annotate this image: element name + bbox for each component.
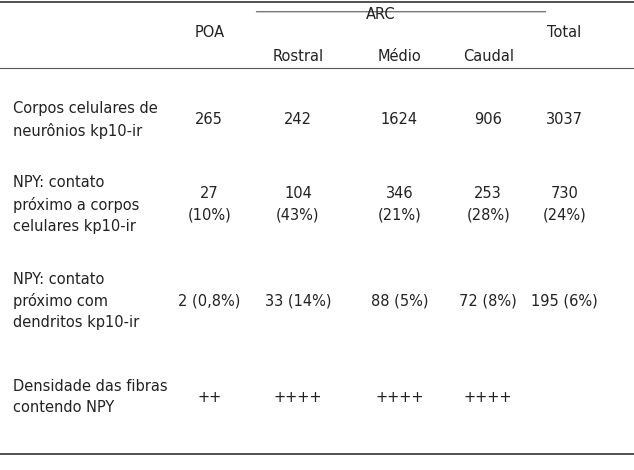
Text: 72 (8%): 72 (8%) xyxy=(459,293,517,308)
Text: ++++: ++++ xyxy=(274,390,322,405)
Text: 27
(10%): 27 (10%) xyxy=(187,187,231,222)
Text: Rostral: Rostral xyxy=(273,49,323,64)
Text: 195 (6%): 195 (6%) xyxy=(531,293,598,308)
Text: ++: ++ xyxy=(197,390,221,405)
Text: 88 (5%): 88 (5%) xyxy=(371,293,428,308)
Text: ARC: ARC xyxy=(366,7,395,22)
Text: Médio: Médio xyxy=(377,49,422,64)
Text: 906: 906 xyxy=(474,112,502,127)
Text: Caudal: Caudal xyxy=(463,49,514,64)
Text: 253
(28%): 253 (28%) xyxy=(466,187,510,222)
Text: Corpos celulares de
neurônios kp10-ir: Corpos celulares de neurônios kp10-ir xyxy=(13,101,157,139)
Text: POA: POA xyxy=(194,25,224,40)
Text: ++++: ++++ xyxy=(375,390,424,405)
Text: 346
(21%): 346 (21%) xyxy=(377,187,422,222)
Text: NPY: contato
próximo a corpos
celulares kp10-ir: NPY: contato próximo a corpos celulares … xyxy=(13,175,139,234)
Text: 2 (0,8%): 2 (0,8%) xyxy=(178,293,240,308)
Text: 1624: 1624 xyxy=(381,112,418,127)
Text: ++++: ++++ xyxy=(464,390,512,405)
Text: 104
(43%): 104 (43%) xyxy=(276,187,320,222)
Text: 730
(24%): 730 (24%) xyxy=(542,187,586,222)
Text: 3037: 3037 xyxy=(546,112,583,127)
Text: NPY: contato
próximo com
dendritos kp10-ir: NPY: contato próximo com dendritos kp10-… xyxy=(13,272,139,330)
Text: 33 (14%): 33 (14%) xyxy=(265,293,331,308)
Text: 265: 265 xyxy=(195,112,223,127)
Text: Total: Total xyxy=(547,25,581,40)
Text: Densidade das fibras
contendo NPY: Densidade das fibras contendo NPY xyxy=(13,379,167,415)
Text: 242: 242 xyxy=(284,112,312,127)
